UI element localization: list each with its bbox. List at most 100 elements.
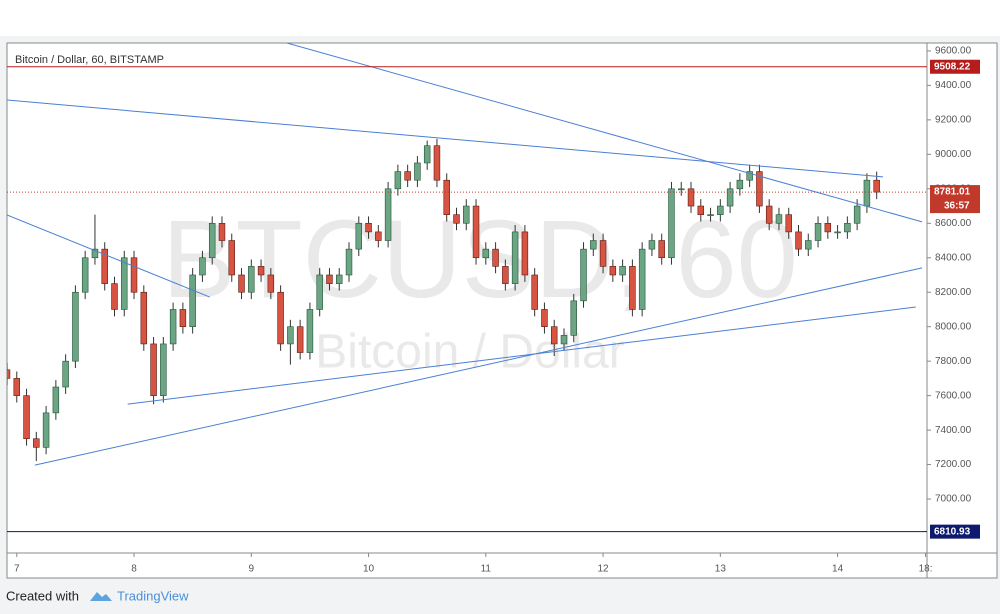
y-tick-label: 7000.00 xyxy=(935,494,972,505)
candle-body xyxy=(844,222,851,233)
level-tag xyxy=(930,59,980,74)
candle-body xyxy=(23,395,30,440)
candle-body xyxy=(707,214,714,216)
x-tick-label: 13 xyxy=(715,564,727,575)
level-label: 6810.93 xyxy=(934,526,971,537)
candle-body xyxy=(609,266,617,276)
candle-body xyxy=(296,326,304,353)
y-tick-label: 9000.00 xyxy=(935,149,972,160)
x-tick-label: 10 xyxy=(363,564,375,575)
candle-body xyxy=(7,369,11,379)
candle-body xyxy=(785,214,792,233)
candle-body xyxy=(717,205,724,215)
plot xyxy=(7,43,923,466)
candle-body xyxy=(208,222,216,259)
candle-body xyxy=(687,188,695,207)
candle-body xyxy=(121,257,128,310)
candle-body xyxy=(81,257,89,293)
candle-body xyxy=(443,179,450,215)
candle-body xyxy=(336,274,343,284)
candle-body xyxy=(257,266,265,276)
y-tick-label: 7200.00 xyxy=(935,459,972,470)
candle-body xyxy=(531,274,538,310)
candle-body xyxy=(267,274,275,293)
candle-body xyxy=(42,412,50,448)
candle-body xyxy=(345,248,353,276)
candle-body xyxy=(726,188,734,207)
candle-body xyxy=(316,274,323,310)
candle-body xyxy=(179,309,187,327)
candle-body xyxy=(805,240,812,250)
trend-line xyxy=(7,214,210,298)
top-bar xyxy=(0,0,1000,36)
candle-body xyxy=(863,179,871,207)
candle-body xyxy=(13,378,21,396)
candle-body xyxy=(873,179,880,193)
x-tick-label: 7 xyxy=(14,564,20,575)
candle-body xyxy=(834,231,841,234)
candle-body xyxy=(101,248,108,284)
candle-body xyxy=(72,291,79,362)
y-tick-label: 9200.00 xyxy=(935,115,972,126)
candle-body xyxy=(169,309,177,345)
candle-body xyxy=(511,231,519,284)
candle-body xyxy=(502,266,509,284)
candle-body xyxy=(648,240,656,250)
trend-line xyxy=(286,43,923,223)
candle-body xyxy=(765,205,773,224)
watermark-sub: Bitcoin / Dollar xyxy=(315,326,624,379)
candle-body xyxy=(423,145,431,164)
level-tag xyxy=(930,524,980,539)
candle-body xyxy=(550,326,558,345)
x-tick-label: 18: xyxy=(919,564,933,575)
candle-body xyxy=(228,240,235,276)
y-tick-label: 7800.00 xyxy=(935,356,972,367)
candle-body xyxy=(697,205,705,215)
candle-body xyxy=(140,291,148,345)
candle-body xyxy=(619,266,626,276)
footer-brand[interactable]: TradingView xyxy=(117,588,189,603)
candle-body xyxy=(570,300,577,336)
candle-body xyxy=(756,171,763,207)
candle-body xyxy=(492,248,499,267)
x-tick-label: 14 xyxy=(832,564,844,575)
x-tick-label: 9 xyxy=(249,564,255,575)
y-tick-label: 8600.00 xyxy=(935,218,972,229)
candle-body xyxy=(482,248,490,259)
candle-body xyxy=(746,171,753,181)
trend-line xyxy=(7,99,884,178)
candle-body xyxy=(736,179,744,190)
candle-body xyxy=(853,205,861,224)
candle-body xyxy=(150,343,157,396)
last-price-tag xyxy=(930,185,980,214)
x-tick-label: 8 xyxy=(131,564,137,575)
candle-body xyxy=(472,205,480,259)
candle-body xyxy=(189,274,196,327)
candle-body xyxy=(394,171,402,190)
brand-logo xyxy=(90,592,112,601)
candle-body xyxy=(560,335,568,345)
candle-body xyxy=(375,231,382,241)
candle-body xyxy=(814,222,822,241)
y-tick-label: 7400.00 xyxy=(935,425,972,436)
candle-body xyxy=(541,309,548,327)
candle-body xyxy=(130,257,138,293)
footer-created: Created with xyxy=(6,588,79,603)
x-tick-label: 12 xyxy=(598,564,610,575)
candle-body xyxy=(287,326,294,345)
candle-body xyxy=(580,248,587,302)
candle-body xyxy=(599,240,607,267)
candle-body xyxy=(218,222,226,241)
candle-body xyxy=(521,231,529,276)
candle-body xyxy=(824,222,832,233)
y-tick-label: 9600.00 xyxy=(935,46,972,57)
trend-line xyxy=(127,306,916,405)
chart-title: Bitcoin / Dollar, 60, BITSTAMP xyxy=(15,54,164,66)
candle-body xyxy=(306,309,314,353)
candle-body xyxy=(238,274,245,293)
y-tick-label: 9400.00 xyxy=(935,80,972,91)
candle-body xyxy=(111,283,118,310)
y-tick-label: 8200.00 xyxy=(935,287,972,298)
candle-body xyxy=(326,274,333,284)
last-price-label: 8781.01 xyxy=(934,187,971,198)
